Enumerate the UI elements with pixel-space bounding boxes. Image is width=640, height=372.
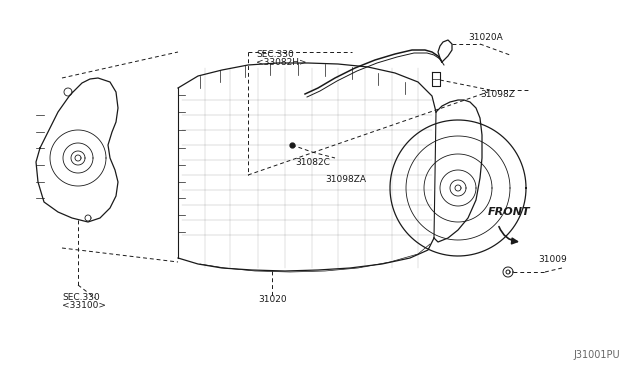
Text: <33100>: <33100> [62, 301, 106, 310]
Text: 31098Z: 31098Z [480, 90, 515, 99]
Text: 31082C: 31082C [295, 158, 330, 167]
Text: FRONT: FRONT [488, 207, 531, 217]
Text: 31009: 31009 [538, 255, 567, 264]
Text: SEC.330: SEC.330 [256, 50, 294, 59]
Text: 31020: 31020 [258, 295, 287, 304]
Text: 31020A: 31020A [468, 33, 503, 42]
Text: SEC.330: SEC.330 [62, 293, 100, 302]
Text: J31001PU: J31001PU [573, 350, 620, 360]
Text: <33082H>: <33082H> [256, 58, 307, 67]
Text: 31098ZA: 31098ZA [325, 175, 366, 184]
